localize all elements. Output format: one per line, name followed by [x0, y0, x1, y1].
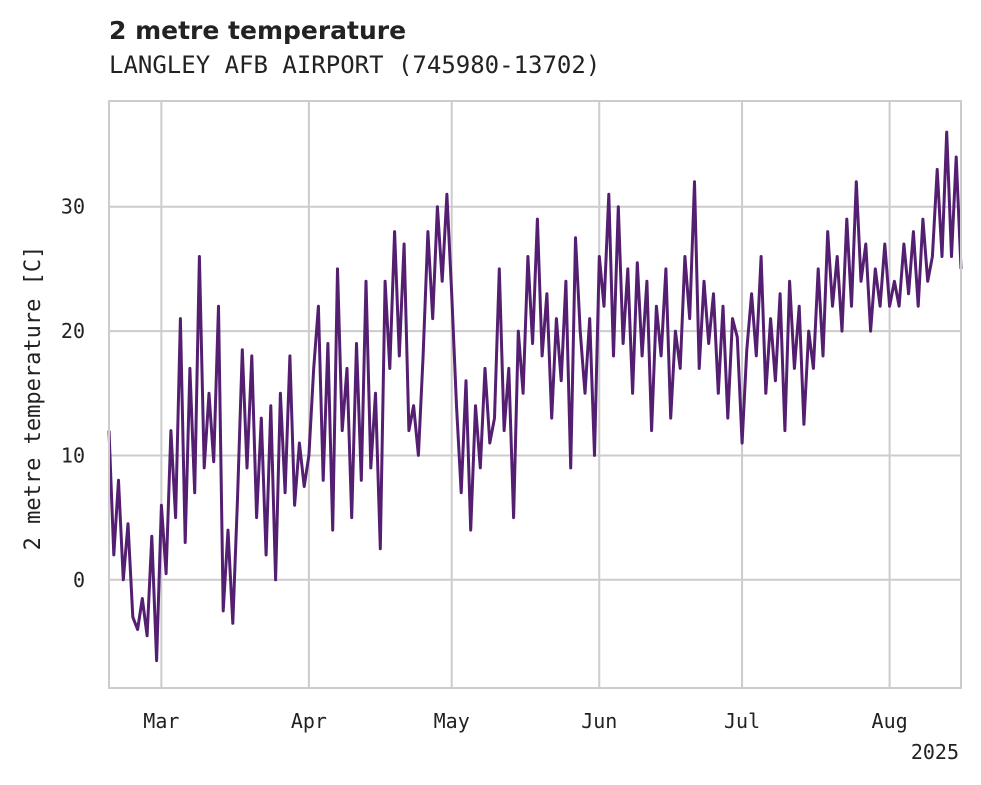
- chart-grid: [109, 101, 961, 688]
- chart-subtitle: LANGLEY AFB AIRPORT (745980-13702): [109, 51, 601, 79]
- x-tick-label: Mar: [143, 709, 179, 733]
- y-tick-label: 10: [61, 443, 85, 467]
- temperature-series-line: [107, 130, 963, 663]
- y-axis-label: 2 metre temperature [C]: [21, 246, 46, 551]
- chart-series-group: [107, 130, 963, 663]
- x-tick-label: May: [434, 709, 470, 733]
- x-tick-labels: Mar Apr May Jun Jul Aug: [143, 709, 907, 733]
- chart-title: 2 metre temperature: [109, 16, 407, 45]
- x-tick-label: Jun: [581, 709, 617, 733]
- plot-frame: [108, 100, 962, 689]
- y-tick-label: 0: [73, 568, 85, 592]
- y-tick-labels: 0 10 20 30: [61, 195, 85, 592]
- x-tick-label: Aug: [872, 709, 908, 733]
- x-tick-label: Apr: [291, 709, 327, 733]
- y-tick-label: 20: [61, 319, 85, 343]
- x-axis-year-label: 2025: [911, 740, 959, 764]
- y-tick-label: 30: [61, 195, 85, 219]
- x-tick-label: Jul: [724, 709, 760, 733]
